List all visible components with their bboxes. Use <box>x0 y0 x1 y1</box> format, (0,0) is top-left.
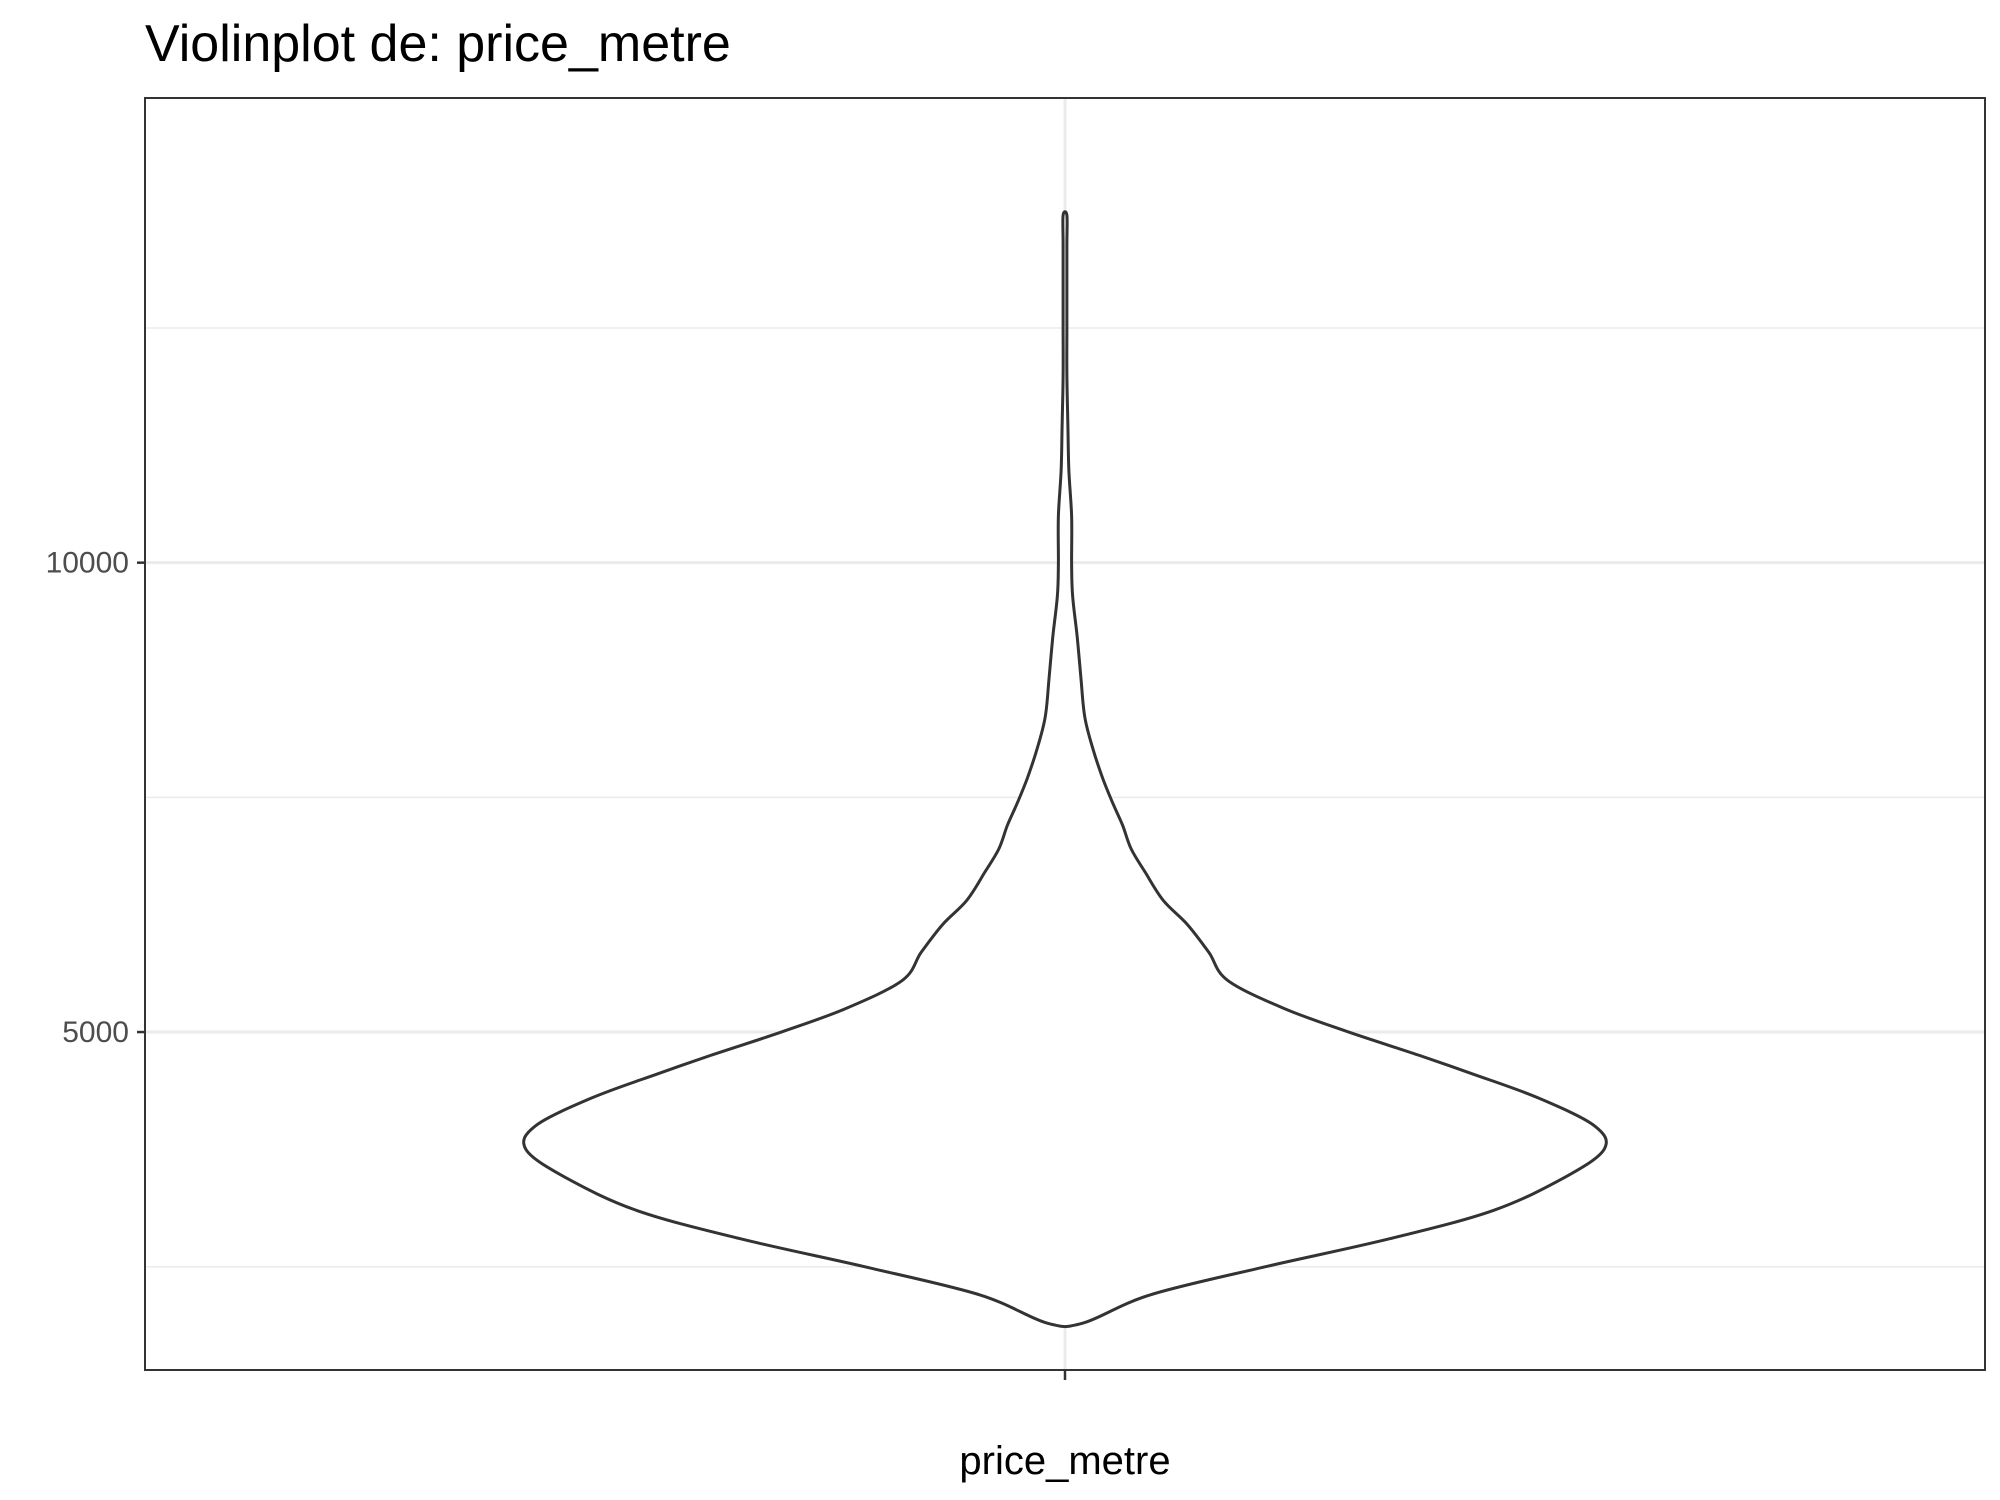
violin-layer <box>522 210 1608 1329</box>
violin-shape-price_metre <box>522 210 1608 1329</box>
y-tick-label: 5000 <box>62 1016 129 1049</box>
axis-layer: 5000 10000 price_metre <box>46 547 1171 1483</box>
chart-title: Violinplot de: price_metre <box>145 15 731 73</box>
y-tick-label: 10000 <box>46 547 129 580</box>
x-axis-label: price_metre <box>959 1439 1170 1483</box>
